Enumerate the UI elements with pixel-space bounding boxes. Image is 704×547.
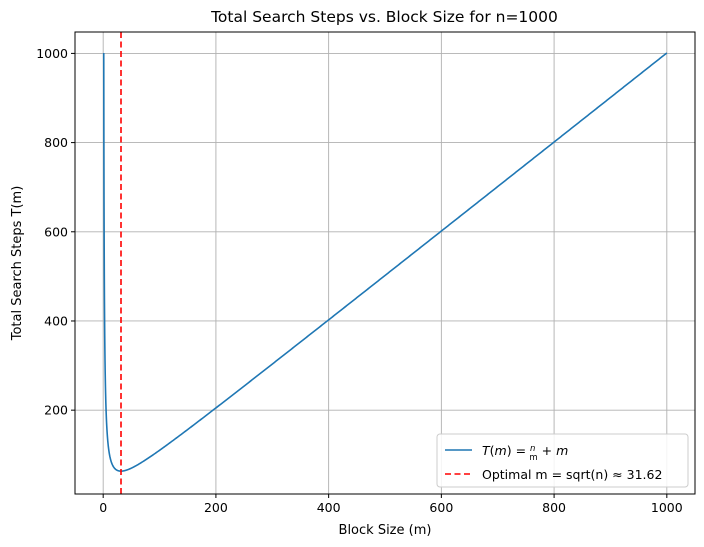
x-tick-label: 400	[317, 500, 341, 515]
plot-frame	[74, 31, 696, 495]
x-axis-label: Block Size (m)	[339, 523, 432, 538]
x-tick-label: 600	[429, 500, 453, 515]
plot-area	[102, 32, 668, 494]
x-tick-label: 0	[99, 500, 107, 515]
grid-layer	[75, 32, 695, 494]
series-line-t-of-m	[102, 52, 668, 472]
y-tick-label: 400	[44, 313, 68, 328]
x-tick-label: 1000	[651, 500, 683, 515]
legend-box	[436, 433, 689, 488]
y-tick-label: 200	[44, 403, 68, 418]
y-tick-label: 600	[44, 224, 68, 239]
y-axis-label: Total Search Steps T(m)	[10, 186, 25, 342]
y-tick-label: 800	[44, 135, 68, 150]
y-tick-label: 1000	[36, 46, 68, 61]
x-tick-label: 800	[542, 500, 566, 515]
x-tick-label: 200	[204, 500, 228, 515]
chart-title: Total Search Steps vs. Block Size for n=…	[210, 8, 558, 26]
legend-label-vline: Optimal m = sqrt(n) ≈ 31.62	[482, 467, 662, 482]
tick-layer: 0 200 400 600 800 1000 200 400 600 800 1000	[36, 46, 683, 515]
